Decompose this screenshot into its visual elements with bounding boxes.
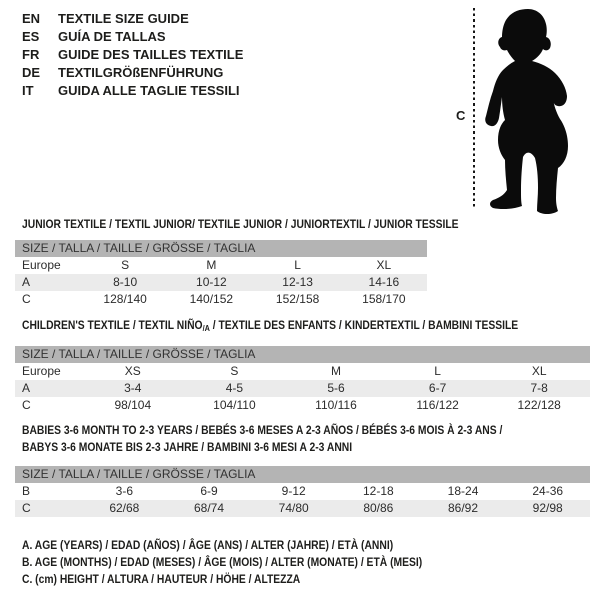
size-cell: M [330, 364, 341, 378]
size-cell: S [230, 364, 239, 378]
children-table: SIZE / TALLA / TAILLE / GRÖSSE / TAGLIA … [15, 346, 590, 414]
size-cell: 6-9 [200, 484, 218, 498]
size-cell: 116/122 [416, 398, 459, 412]
row-label: B [22, 484, 31, 498]
row-label: A [22, 275, 31, 289]
footnote-c: C. (cm) HEIGHT / ALTURA / HAUTEUR / HÖHE… [22, 572, 301, 586]
children-table-title: CHILDREN'S TEXTILE / TEXTIL NIÑO/A / TEX… [22, 318, 599, 333]
junior-table-title-text: JUNIOR TEXTILE / TEXTIL JUNIOR/ TEXTILE … [22, 217, 459, 231]
footnote-a: A. AGE (YEARS) / EDAD (AÑOS) / ÂGE (ANS)… [22, 538, 394, 552]
size-cell: 8-10 [113, 275, 138, 289]
size-cell: 68/74 [193, 501, 225, 515]
size-header-row: SIZE / TALLA / TAILLE / GRÖSSE / TAGLIA [15, 240, 427, 257]
size-header-row: SIZE / TALLA / TAILLE / GRÖSSE / TAGLIA [15, 346, 590, 363]
row-label: C [22, 292, 31, 306]
size-row-a: A 3-4 4-5 5-6 6-7 7-8 [15, 380, 590, 397]
junior-table-title: JUNIOR TEXTILE / TEXTIL JUNIOR/ TEXTILE … [22, 217, 530, 231]
row-label: A [22, 381, 31, 395]
junior-table: SIZE / TALLA / TAILLE / GRÖSSE / TAGLIA … [15, 240, 427, 308]
size-cell: 158/170 [362, 292, 406, 306]
title-sub: /A [202, 323, 210, 333]
size-row-europe: Europe XS S M L XL [15, 363, 590, 380]
size-cell: 24-36 [532, 484, 564, 498]
size-cell: 80/86 [363, 501, 394, 515]
size-cell: 7-8 [530, 381, 548, 395]
size-cell: 3-6 [115, 484, 133, 498]
size-cell: 5-6 [327, 381, 345, 395]
language-label: GUIDA ALLE TAGLIE TESSILI [58, 82, 240, 98]
size-row-b: B 3-6 6-9 9-12 12-18 18-24 24-36 [15, 483, 590, 500]
language-label: GUIDE DES TAILLES TEXTILE [58, 46, 244, 62]
size-cell: XL [376, 258, 392, 272]
size-cell: 9-12 [281, 484, 306, 498]
size-cell: 3-4 [124, 381, 142, 395]
size-cell: 122/128 [517, 398, 561, 412]
row-label: C [22, 398, 31, 412]
babies-table: SIZE / TALLA / TAILLE / GRÖSSE / TAGLIA … [15, 466, 590, 517]
size-row-a: A 8-10 10-12 12-13 14-16 [15, 274, 427, 291]
language-code: EN [22, 10, 41, 26]
size-cell: S [121, 258, 130, 272]
size-cell: L [294, 258, 301, 272]
size-cell: 4-5 [225, 381, 244, 395]
language-code: ES [22, 28, 40, 44]
size-cell: 18-24 [447, 484, 479, 498]
size-cell: 14-16 [368, 275, 400, 289]
size-cell: 74/80 [278, 501, 309, 515]
size-cell: 86/92 [448, 501, 479, 515]
size-cell: 104/110 [213, 398, 256, 412]
language-row-en: EN TEXTILE SIZE GUIDE [22, 9, 243, 27]
size-header-label: SIZE / TALLA / TAILLE / GRÖSSE / TAGLIA [22, 241, 256, 255]
row-label: C [22, 501, 31, 515]
size-cell: 62/68 [109, 501, 140, 515]
height-label-c: C [456, 108, 466, 123]
babies-title-line1: BABIES 3-6 MONTH TO 2-3 YEARS / BEBÉS 3-… [22, 423, 503, 437]
size-header-label: SIZE / TALLA / TAILLE / GRÖSSE / TAGLIA [22, 467, 256, 481]
language-code: DE [22, 64, 41, 80]
language-list: EN TEXTILE SIZE GUIDE ES GUÍA DE TALLAS … [22, 9, 243, 99]
size-header-row: SIZE / TALLA / TAILLE / GRÖSSE / TAGLIA [15, 466, 590, 483]
children-table-title-text: CHILDREN'S TEXTILE / TEXTIL NIÑO/A / TEX… [22, 318, 518, 333]
language-row-fr: FR GUIDE DES TAILLES TEXTILE [22, 45, 243, 63]
size-cell: 98/104 [114, 398, 152, 412]
row-label: Europe [22, 258, 61, 272]
language-code: FR [22, 46, 40, 62]
size-cell: XL [531, 364, 547, 378]
size-row-europe: Europe S M L XL [15, 257, 427, 274]
baby-silhouette-icon [485, 9, 568, 214]
language-row-es: ES GUÍA DE TALLAS [22, 27, 243, 45]
size-cell: 6-7 [428, 381, 447, 395]
size-cell: 12-18 [363, 484, 394, 498]
language-code: IT [22, 82, 34, 98]
size-cell: 12-13 [282, 275, 313, 289]
size-cell: XS [124, 364, 141, 378]
size-row-c: C 62/68 68/74 74/80 80/86 86/92 92/98 [15, 500, 590, 517]
size-cell: 110/116 [315, 398, 357, 412]
footnotes: A. AGE (YEARS) / EDAD (AÑOS) / ÂGE (ANS)… [22, 537, 487, 588]
babies-table-title: BABIES 3-6 MONTH TO 2-3 YEARS / BEBÉS 3-… [22, 422, 581, 456]
language-label: GUÍA DE TALLAS [58, 28, 166, 44]
language-label: TEXTILGRÖßENFÜHRUNG [58, 64, 224, 80]
title-pre: CHILDREN'S TEXTILE / TEXTIL NIÑO [22, 318, 203, 332]
babies-title-line2: BABYS 3-6 MONATE BIS 2-3 JAHRE / BAMBINI… [22, 440, 353, 454]
row-label: Europe [22, 364, 61, 378]
size-cell: 92/98 [532, 501, 563, 515]
size-cell: 128/140 [103, 292, 147, 306]
size-row-c: C 98/104 104/110 110/116 116/122 122/128 [15, 397, 590, 414]
size-cell: 152/158 [275, 292, 320, 306]
footnote-b: B. AGE (MONTHS) / EDAD (MESES) / ÂGE (MO… [22, 555, 423, 569]
size-cell: 140/152 [189, 292, 234, 306]
language-row-it: IT GUIDA ALLE TAGLIE TESSILI [22, 81, 243, 99]
size-row-c: C 128/140 140/152 152/158 158/170 [15, 291, 427, 308]
size-cell: M [206, 258, 217, 272]
size-cell: L [434, 364, 441, 378]
language-row-de: DE TEXTILGRÖßENFÜHRUNG [22, 63, 243, 81]
size-header-label: SIZE / TALLA / TAILLE / GRÖSSE / TAGLIA [22, 347, 256, 361]
height-measure-line [473, 8, 475, 207]
language-label: TEXTILE SIZE GUIDE [58, 10, 189, 26]
title-post: / TEXTILE DES ENFANTS / KINDERTEXTIL / B… [209, 318, 519, 332]
size-cell: 10-12 [196, 275, 227, 289]
